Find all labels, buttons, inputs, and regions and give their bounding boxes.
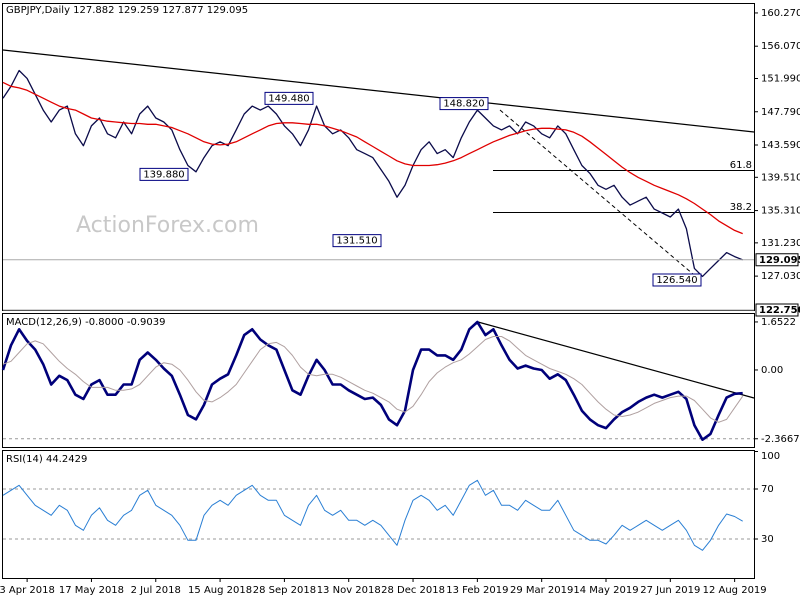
price-box-label: 129.095 xyxy=(759,255,800,266)
y-tick-label: 160.270 xyxy=(761,8,800,19)
annotation-box xyxy=(139,167,189,181)
series-line xyxy=(2,81,743,235)
y-tick-label: 127.030 xyxy=(761,271,800,282)
series-line xyxy=(2,69,743,278)
dashed-trendline xyxy=(499,109,701,281)
y-tick-label: 30 xyxy=(761,534,774,545)
y-tick-label: 131.230 xyxy=(761,238,800,249)
annotation-label: 139.880 xyxy=(143,169,184,180)
annotation-box xyxy=(332,234,382,248)
fib-label: 38.2 xyxy=(730,202,752,213)
watermark: ActionForex.com xyxy=(76,213,259,238)
x-tick-label: 13 Feb 2019 xyxy=(446,585,508,596)
price-box-label: 122.750 xyxy=(759,305,800,316)
macd-trendline xyxy=(477,321,755,399)
y-tick-label: 151.990 xyxy=(761,74,800,85)
y-tick-label: 100 xyxy=(761,451,780,462)
macd-title: MACD(12,26,9) -0.8000 -0.9039 xyxy=(6,317,166,328)
series-line xyxy=(2,336,744,423)
x-tick-label: 29 Mar 2019 xyxy=(510,585,573,596)
y-tick-label: 70 xyxy=(761,484,774,495)
annotation-box xyxy=(652,273,702,287)
series-line xyxy=(2,479,743,551)
rsi-title: RSI(14) 44.2429 xyxy=(6,454,87,465)
price-box xyxy=(755,253,799,267)
annotation-label: 149.480 xyxy=(268,93,309,104)
x-tick-label: 28 Sep 2018 xyxy=(253,585,316,596)
fib-label: 61.8 xyxy=(730,160,752,171)
x-tick-label: 28 Dec 2018 xyxy=(381,585,445,596)
series-line xyxy=(1,320,743,442)
x-tick-label: 15 Aug 2018 xyxy=(188,585,252,596)
y-tick-label: 1.6522 xyxy=(761,317,796,328)
annotation-box xyxy=(439,97,489,111)
trendline xyxy=(2,49,755,133)
y-tick-label: 156.070 xyxy=(761,41,800,52)
x-tick-label: 3 Apr 2018 xyxy=(0,585,55,596)
x-tick-label: 12 Aug 2019 xyxy=(703,585,767,596)
macd-panel xyxy=(2,313,755,448)
y-tick-label: 147.790 xyxy=(761,107,800,118)
x-tick-label: 13 Nov 2018 xyxy=(317,585,381,596)
y-tick-label: 139.510 xyxy=(761,172,800,183)
x-tick-label: 27 Jun 2019 xyxy=(640,585,700,596)
price-box xyxy=(755,303,799,317)
annotation-box xyxy=(264,91,314,105)
chart-title: GBPJPY,Daily 127.882 129.259 127.877 129… xyxy=(6,5,248,16)
annotation-label: 131.510 xyxy=(336,236,377,247)
x-tick-label: 2 Jul 2018 xyxy=(131,585,181,596)
y-tick-label: 143.590 xyxy=(761,140,800,151)
y-tick-label: -2.3667 xyxy=(761,434,800,445)
y-tick-label: 135.310 xyxy=(761,206,800,217)
x-tick-label: 17 May 2018 xyxy=(59,585,124,596)
x-tick-label: 14 May 2019 xyxy=(573,585,638,596)
annotation-label: 148.820 xyxy=(443,99,484,110)
y-tick-label: 0.00 xyxy=(761,365,783,376)
annotation-label: 126.540 xyxy=(656,275,697,286)
rsi-panel xyxy=(2,450,755,579)
